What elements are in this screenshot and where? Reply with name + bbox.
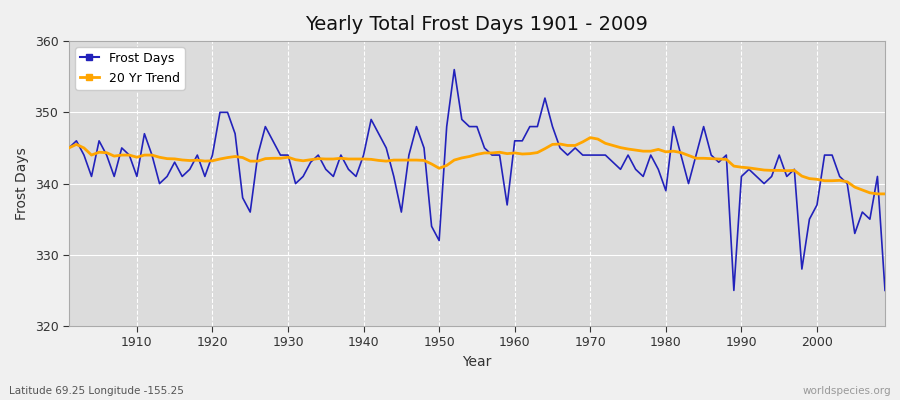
Title: Yearly Total Frost Days 1901 - 2009: Yearly Total Frost Days 1901 - 2009	[305, 15, 648, 34]
Y-axis label: Frost Days: Frost Days	[15, 147, 29, 220]
Text: worldspecies.org: worldspecies.org	[803, 386, 891, 396]
Legend: Frost Days, 20 Yr Trend: Frost Days, 20 Yr Trend	[75, 47, 184, 90]
X-axis label: Year: Year	[463, 355, 491, 369]
Text: Latitude 69.25 Longitude -155.25: Latitude 69.25 Longitude -155.25	[9, 386, 184, 396]
